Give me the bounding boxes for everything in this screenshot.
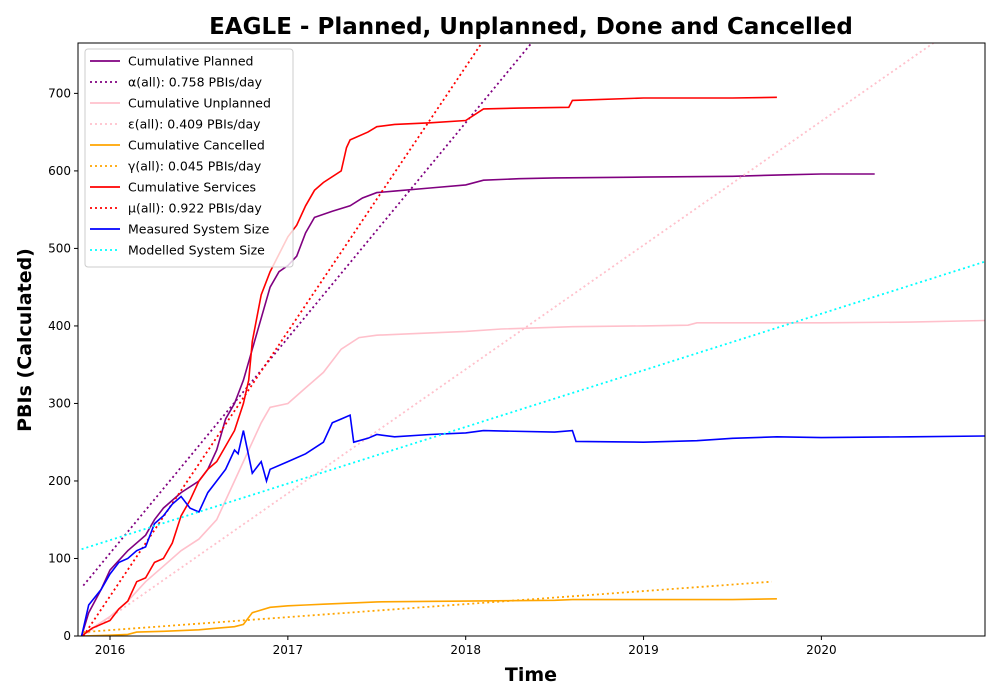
series-line-5	[81, 598, 777, 636]
y-tick-label: 200	[48, 474, 71, 488]
legend-label: Cumulative Cancelled	[128, 138, 265, 153]
y-tick-label: 500	[48, 241, 71, 255]
plot-area	[80, 43, 985, 636]
y-tick-label: 700	[48, 86, 71, 100]
series-line-9	[80, 413, 985, 636]
legend-label: Cumulative Planned	[128, 54, 253, 69]
legend-label: μ(all): 0.922 PBIs/day	[128, 201, 262, 216]
axes: 2016 2017 2018 2019 2020 0 100 200 300 400 500 600 7…	[48, 42, 986, 657]
y-tick-label: 0	[63, 629, 71, 643]
legend: Cumulative Planned α(all): 0.758 PBIs/day…	[84, 48, 294, 268]
series-line-8	[82, 43, 483, 636]
legend-label: Cumulative Unplanned	[128, 96, 271, 111]
series-line-3	[81, 319, 985, 636]
y-tick-label: 400	[48, 319, 71, 333]
legend-label: α(all): 0.758 PBIs/day	[128, 75, 263, 90]
series-line-10	[81, 260, 985, 551]
series-line-6	[83, 580, 772, 633]
y-tick-label: 600	[48, 164, 71, 178]
x-tick-label: 2018	[450, 643, 481, 657]
x-tick-label: 2019	[628, 643, 659, 657]
y-tick-label: 100	[48, 551, 71, 565]
x-tick-label: 2016	[95, 643, 126, 657]
legend-label: ε(all): 0.409 PBIs/day	[128, 117, 261, 132]
y-tick-label: 300	[48, 396, 71, 410]
y-axis-label: PBIs (Calculated)	[14, 248, 36, 432]
legend-box	[84, 48, 294, 268]
x-tick-label: 2017	[273, 643, 304, 657]
legend-label: Cumulative Services	[128, 180, 256, 195]
legend-label: Modelled System Size	[128, 243, 265, 258]
series-line-2	[82, 43, 533, 587]
legend-label: γ(all): 0.045 PBIs/day	[128, 159, 262, 174]
x-tick-label: 2020	[806, 643, 837, 657]
plot-frame	[77, 42, 986, 637]
legend-label: Measured System Size	[128, 222, 270, 237]
series-line-1	[80, 173, 875, 636]
series-line-7	[81, 96, 777, 636]
x-axis-label: Time	[505, 664, 557, 686]
chart-title: EAGLE - Planned, Unplanned, Done and Can…	[209, 14, 853, 40]
